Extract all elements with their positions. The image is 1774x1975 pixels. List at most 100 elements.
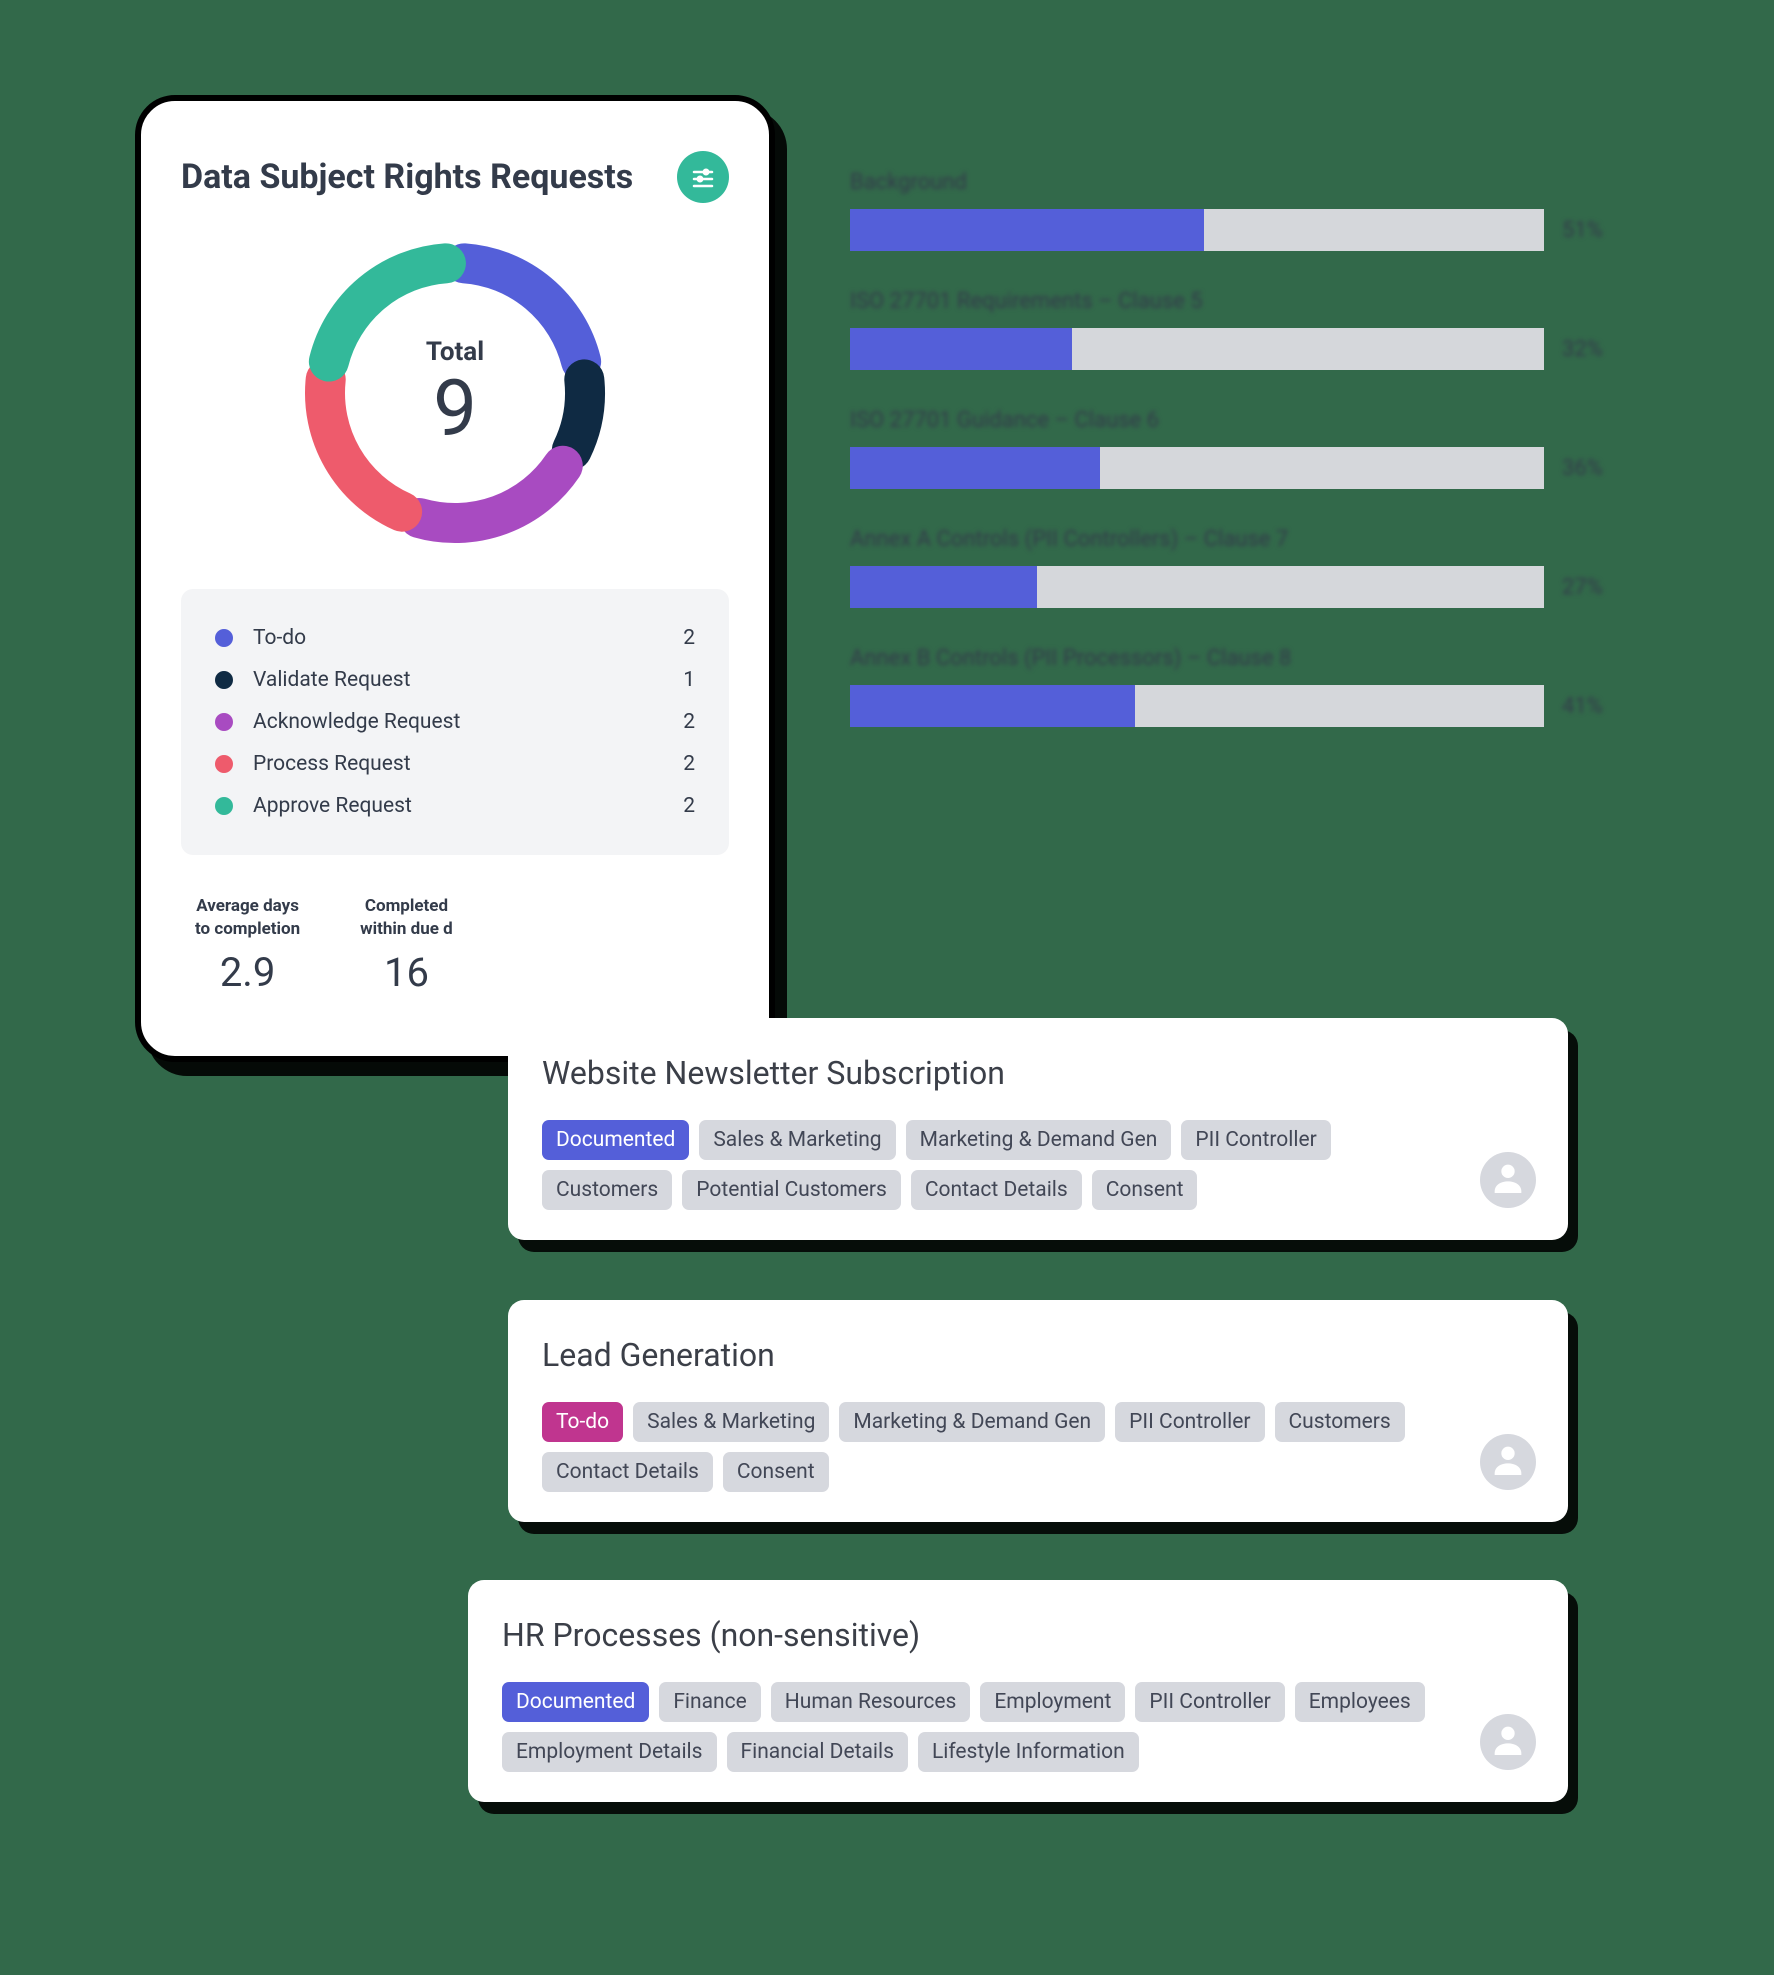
progress-item: ISO 27701 Guidance – Clause 6 36% — [850, 408, 1620, 489]
user-icon — [1488, 1720, 1528, 1764]
progress-track — [850, 209, 1544, 251]
progress-fill — [850, 566, 1037, 608]
sliders-icon — [691, 165, 715, 189]
donut-center-label: Total — [426, 337, 484, 367]
donut-segment — [325, 379, 402, 511]
activity-tag[interactable]: Employment — [980, 1682, 1125, 1722]
progress-track — [850, 685, 1544, 727]
progress-row: 36% — [850, 447, 1620, 489]
legend-row[interactable]: Validate Request1 — [215, 659, 695, 701]
progress-track — [850, 328, 1544, 370]
legend-label: Process Request — [253, 752, 683, 776]
activity-tag[interactable]: Contact Details — [542, 1452, 713, 1492]
activity-tag[interactable]: Lifestyle Information — [918, 1732, 1139, 1772]
activity-tag[interactable]: PII Controller — [1181, 1120, 1330, 1160]
stats-row: Average days to completion2.9Completed w… — [181, 895, 729, 996]
progress-percent: 51% — [1562, 218, 1620, 243]
progress-item: Annex B Controls (PII Processors) – Clau… — [850, 646, 1620, 727]
activity-tag[interactable]: Sales & Marketing — [699, 1120, 895, 1160]
status-tag: To-do — [542, 1402, 623, 1442]
activity-card[interactable]: Website Newsletter SubscriptionDocumente… — [508, 1018, 1568, 1240]
progress-row: 41% — [850, 685, 1620, 727]
activity-tag[interactable]: Contact Details — [911, 1170, 1082, 1210]
dsrr-title: Data Subject Rights Requests — [181, 157, 633, 197]
progress-percent: 41% — [1562, 694, 1620, 719]
legend-label: Acknowledge Request — [253, 710, 683, 734]
legend-dot — [215, 797, 233, 815]
stat-block: Completed within due d16 — [360, 895, 453, 996]
donut-center: Total 9 — [426, 337, 484, 449]
activity-tag[interactable]: Marketing & Demand Gen — [906, 1120, 1172, 1160]
avatar[interactable] — [1480, 1434, 1536, 1490]
activity-tag[interactable]: Customers — [1275, 1402, 1405, 1442]
progress-row: 51% — [850, 209, 1620, 251]
progress-fill — [850, 209, 1204, 251]
legend-dot — [215, 755, 233, 773]
status-tag: Documented — [542, 1120, 689, 1160]
activity-card[interactable]: Lead Generation To-doSales & MarketingMar… — [508, 1300, 1568, 1522]
progress-fill — [850, 447, 1100, 489]
legend-count: 2 — [683, 626, 695, 650]
activity-title: Lead Generation — [542, 1336, 1534, 1374]
activity-tag[interactable]: Financial Details — [727, 1732, 908, 1772]
legend-label: Approve Request — [253, 794, 683, 818]
legend-row[interactable]: Process Request2 — [215, 743, 695, 785]
progress-fill — [850, 685, 1135, 727]
stat-label: Average days to completion — [195, 895, 300, 941]
legend-dot — [215, 713, 233, 731]
legend-box: To-do2Validate Request1Acknowledge Reque… — [181, 589, 729, 855]
activity-tag[interactable]: Finance — [659, 1682, 760, 1722]
avatar[interactable] — [1480, 1152, 1536, 1208]
user-icon — [1488, 1158, 1528, 1202]
progress-item: Annex A Controls (PII Controllers) – Cla… — [850, 527, 1620, 608]
activity-tag[interactable]: Potential Customers — [682, 1170, 901, 1210]
activity-tag[interactable]: Marketing & Demand Gen — [839, 1402, 1105, 1442]
stat-value: 16 — [360, 949, 453, 996]
filter-button[interactable] — [677, 151, 729, 203]
activity-tag[interactable]: Employment Details — [502, 1732, 717, 1772]
activity-tag[interactable]: Consent — [723, 1452, 829, 1492]
legend-dot — [215, 671, 233, 689]
progress-percent: 32% — [1562, 337, 1620, 362]
tag-row: To-doSales & MarketingMarketing & Demand… — [542, 1402, 1534, 1492]
activity-tag[interactable]: PII Controller — [1135, 1682, 1284, 1722]
progress-title: Background — [850, 170, 1620, 195]
dsrr-card: Data Subject Rights Requests Total 9 To-… — [135, 95, 775, 1062]
activity-tag[interactable]: Consent — [1092, 1170, 1198, 1210]
legend-count: 1 — [683, 668, 695, 692]
activity-card[interactable]: HR Processes (non-sensitive)DocumentedFi… — [468, 1580, 1568, 1802]
activity-tag[interactable]: PII Controller — [1115, 1402, 1264, 1442]
activity-tag[interactable]: Customers — [542, 1170, 672, 1210]
legend-dot — [215, 629, 233, 647]
progress-panel: Background 51% ISO 27701 Requirements – Cl… — [850, 170, 1620, 765]
activity-tag[interactable]: Human Resources — [771, 1682, 971, 1722]
progress-row: 32% — [850, 328, 1620, 370]
legend-row[interactable]: Acknowledge Request2 — [215, 701, 695, 743]
donut-segment — [572, 379, 585, 450]
progress-title: ISO 27701 Requirements – Clause 5 — [850, 289, 1620, 314]
legend-count: 2 — [683, 794, 695, 818]
progress-fill — [850, 328, 1072, 370]
legend-row[interactable]: To-do2 — [215, 617, 695, 659]
progress-percent: 36% — [1562, 456, 1620, 481]
legend-label: Validate Request — [253, 668, 683, 692]
donut-chart: Total 9 — [295, 233, 615, 553]
status-tag: Documented — [502, 1682, 649, 1722]
progress-row: 27% — [850, 566, 1620, 608]
legend-count: 2 — [683, 752, 695, 776]
dsrr-header: Data Subject Rights Requests — [181, 151, 729, 203]
tag-row: DocumentedSales & Marketing Marketing & D… — [542, 1120, 1534, 1210]
activity-tag[interactable]: Sales & Marketing — [633, 1402, 829, 1442]
legend-label: To-do — [253, 626, 683, 650]
progress-title: Annex A Controls (PII Controllers) – Cla… — [850, 527, 1620, 552]
legend-row[interactable]: Approve Request2 — [215, 785, 695, 827]
activity-tag[interactable]: Employees — [1295, 1682, 1425, 1722]
progress-track — [850, 447, 1544, 489]
tag-row: DocumentedFinanceHuman ResourcesEmployme… — [502, 1682, 1534, 1772]
avatar[interactable] — [1480, 1714, 1536, 1770]
progress-percent: 27% — [1562, 575, 1620, 600]
progress-track — [850, 566, 1544, 608]
progress-title: ISO 27701 Guidance – Clause 6 — [850, 408, 1620, 433]
legend-count: 2 — [683, 710, 695, 734]
donut-chart-wrap: Total 9 — [181, 233, 729, 553]
